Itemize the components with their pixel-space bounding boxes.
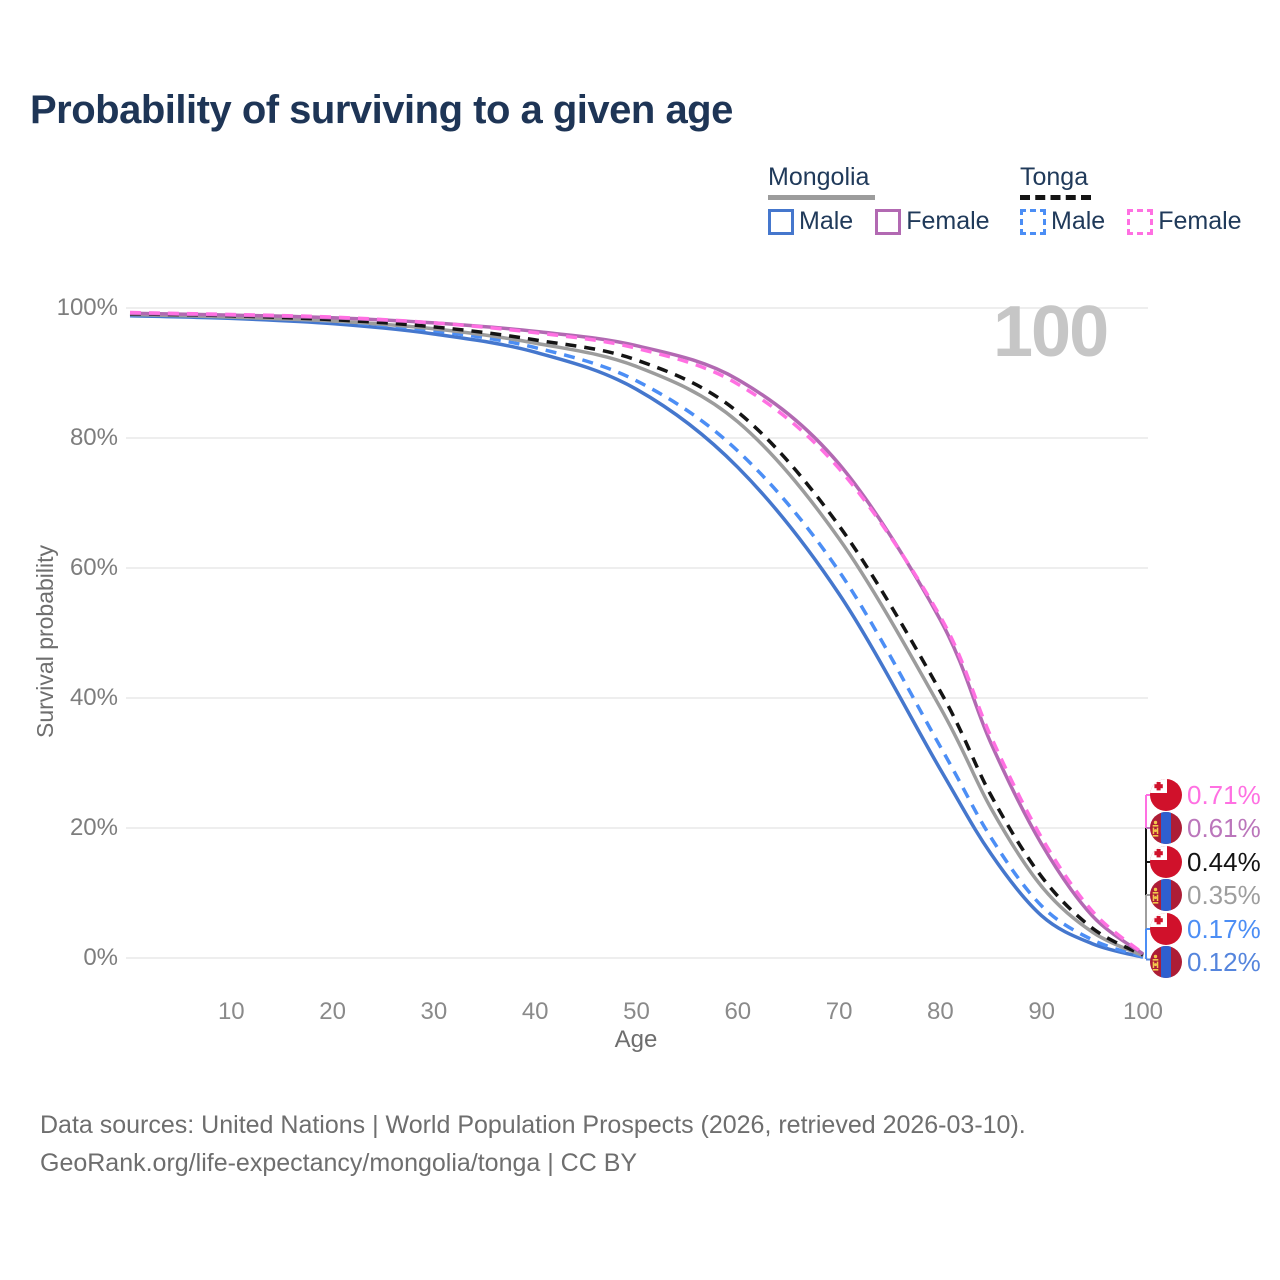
- legend-underline-mongolia: [768, 195, 875, 200]
- x-tick-90: 90: [1028, 998, 1056, 1025]
- legend-label-tonga-female[interactable]: Female: [1158, 207, 1242, 235]
- y-tick-40%: 40%: [69, 684, 118, 711]
- legend-swatch-tonga-female[interactable]: [1127, 208, 1154, 235]
- legend-swatch-tonga-male[interactable]: [1020, 208, 1046, 235]
- y-tick-60%: 60%: [69, 554, 118, 581]
- series-line-mongolia-male: [129, 314, 1144, 959]
- x-tick-40: 40: [521, 998, 549, 1025]
- legend-group-title-mongolia[interactable]: Mongolia: [768, 163, 870, 191]
- endpoint-value: 0.35%: [1187, 879, 1261, 910]
- mongolia-flag-icon: [1150, 879, 1182, 911]
- x-tick-70: 70: [825, 998, 853, 1025]
- endpoint-row-tonga-female: 0.71%: [1150, 779, 1261, 811]
- x-tick-100: 100: [1122, 998, 1164, 1025]
- series-line-mongolia-female: [129, 311, 1145, 956]
- legend-group-tonga: Tonga Male Female: [1020, 163, 1264, 236]
- tonga-flag-icon: [1150, 779, 1182, 811]
- x-tick-50: 50: [623, 998, 650, 1025]
- footer: Data sources: United Nations | World Pop…: [40, 1106, 1026, 1182]
- endpoint-value: 0.17%: [1187, 913, 1261, 944]
- y-axis-title: Survival probability: [32, 544, 58, 738]
- legend-label-mongolia-female[interactable]: Female: [906, 207, 990, 235]
- endpoint-row-mongolia-both: 0.35%: [1150, 879, 1261, 911]
- mongolia-flag-icon: [1150, 812, 1182, 844]
- x-axis-title: Age: [614, 1026, 658, 1053]
- tonga-flag-icon: [1150, 913, 1182, 945]
- legend-swatch-mongolia-male[interactable]: [768, 208, 794, 235]
- series-line-tonga-male: [129, 312, 1144, 959]
- legend-label-tonga-male[interactable]: Male: [1051, 207, 1106, 235]
- page-title: Probability of surviving to a given age: [30, 88, 733, 132]
- x-tick-30: 30: [420, 998, 448, 1025]
- legend-underline-tonga: [1020, 195, 1091, 200]
- legend-swatch-mongolia-female[interactable]: [875, 208, 902, 235]
- legend-label-mongolia-male[interactable]: Male: [799, 207, 854, 235]
- endpoint-value: 0.61%: [1187, 812, 1261, 843]
- mongolia-flag-icon: [1150, 946, 1182, 978]
- y-tick-0%: 0%: [83, 944, 118, 971]
- x-tick-60: 60: [724, 998, 752, 1025]
- tonga-flag-icon: [1150, 846, 1182, 878]
- series-line-tonga-both: [129, 312, 1144, 957]
- x-tick-10: 10: [217, 998, 245, 1025]
- endpoint-value: 0.12%: [1187, 946, 1261, 977]
- endpoint-value: 0.71%: [1187, 779, 1261, 810]
- age-indicator: 100: [993, 292, 1109, 372]
- endpoint-value: 0.44%: [1187, 846, 1261, 877]
- series-line-mongolia-both: [129, 312, 1144, 958]
- x-tick-20: 20: [319, 998, 346, 1025]
- y-tick-20%: 20%: [69, 814, 118, 841]
- endpoint-row-tonga-both: 0.44%: [1150, 846, 1261, 878]
- endpoint-row-tonga-male: 0.17%: [1150, 913, 1261, 945]
- legend-group-title-tonga[interactable]: Tonga: [1020, 163, 1089, 191]
- x-tick-80: 80: [927, 998, 954, 1025]
- endpoint-row-mongolia-female: 0.61%: [1150, 812, 1261, 844]
- footer-citation-link[interactable]: GeoRank.org/life-expectancy/mongolia/ton…: [40, 1149, 638, 1177]
- y-tick-100%: 100%: [56, 294, 118, 321]
- legend-group-mongolia: Mongolia Male Female: [768, 163, 1012, 236]
- endpoint-row-mongolia-male: 0.12%: [1150, 946, 1261, 978]
- footer-data-sources: Data sources: United Nations | World Pop…: [40, 1111, 1026, 1139]
- series-line-tonga-female: [129, 310, 1145, 955]
- y-tick-80%: 80%: [69, 424, 118, 451]
